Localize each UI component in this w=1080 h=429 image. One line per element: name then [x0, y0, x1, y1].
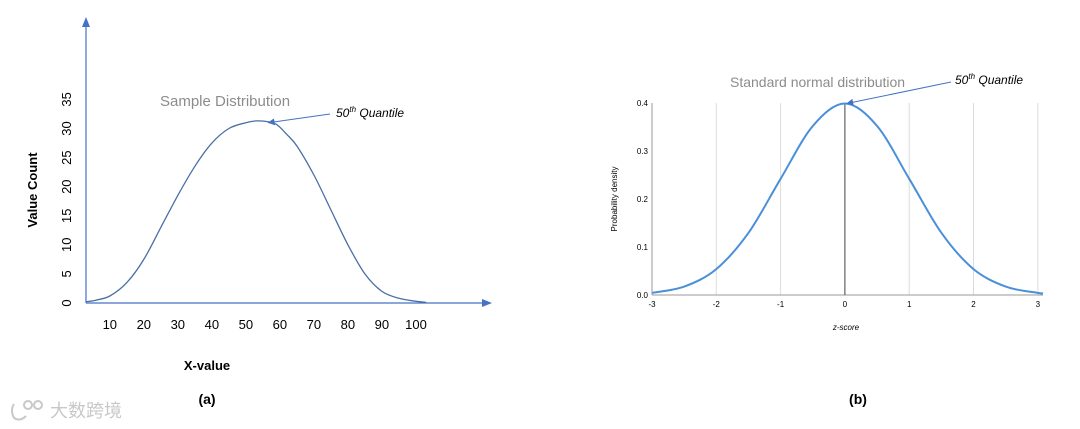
- chart-a-x-tick-0: 10: [103, 317, 117, 332]
- chart-a-y-tick-0: 0: [59, 299, 74, 306]
- chart-b-annotation-superscript: th: [968, 72, 975, 81]
- chart-a-x-label: X-value: [184, 358, 230, 373]
- chart-a-y-tick-5: 25: [59, 150, 74, 164]
- chart-b-annotation: 50th Quantile: [955, 72, 1023, 87]
- chart-a-y-tick-6: 30: [59, 121, 74, 135]
- chart-b-y-tick-2: 0.2: [637, 195, 649, 204]
- chart-a-annotation-arrow: [267, 113, 331, 126]
- chart-a-x-tick-8: 90: [375, 317, 389, 332]
- chart-a-x-ticks: 10 20 30 40 50 60 70 80 90 100: [103, 317, 427, 332]
- chart-a-x-tick-1: 20: [137, 317, 151, 332]
- watermark-logo-icon: 大数跨境: [11, 400, 122, 421]
- chart-b-x-tick-1: -2: [713, 300, 721, 309]
- chart-a-series-line: [85, 120, 427, 304]
- chart-a-x-tick-9: 100: [405, 317, 427, 332]
- chart-a-annotation-suffix: Quantile: [356, 106, 404, 120]
- chart-b-series-line: [651, 102, 1044, 295]
- chart-b-x-tick-6: 3: [1036, 300, 1041, 309]
- chart-a-title: Sample Distribution: [160, 93, 290, 110]
- chart-a-y-tick-4: 20: [59, 179, 74, 193]
- chart-a-y-ticks: 0 5 10 15 20 25 30 35: [59, 92, 74, 306]
- chart-a-y-tick-3: 15: [59, 209, 74, 223]
- chart-b-title: Standard normal distribution: [730, 74, 905, 90]
- chart-b-x-tick-4: 1: [907, 300, 912, 309]
- chart-b-x-ticks: -3 -2 -1 0 1 2 3: [648, 300, 1040, 309]
- chart-a-annotation-number: 50: [336, 106, 350, 120]
- chart-b-annotation-number: 50: [955, 73, 969, 87]
- chart-b-annotation-arrow: [846, 81, 952, 106]
- watermark-text: 大数跨境: [50, 401, 122, 421]
- chart-b-grid: [715, 103, 1039, 295]
- chart-a-panel-label: (a): [198, 391, 215, 407]
- chart-b-x-label: z-score: [832, 323, 860, 332]
- chart-b-y-label: Probability density: [610, 167, 619, 232]
- chart-a-x-tick-6: 70: [307, 317, 321, 332]
- chart-b-panel-label: (b): [849, 391, 867, 407]
- chart-a-annotation: 50th Quantile: [336, 105, 404, 120]
- chart-b-x-tick-0: -3: [648, 300, 656, 309]
- chart-b-y-tick-1: 0.1: [637, 243, 649, 252]
- chart-a-y-label: Value Count: [25, 152, 40, 228]
- chart-b-x-tick-2: -1: [777, 300, 785, 309]
- chart-b-y-tick-0: 0.0: [637, 291, 649, 300]
- chart-a-y-axis-arrow: [82, 17, 90, 27]
- chart-b-y-ticks: 0.0 0.1 0.2 0.3 0.4: [637, 99, 649, 300]
- chart-a-x-tick-4: 50: [239, 317, 253, 332]
- chart-a-y-tick-7: 35: [59, 92, 74, 106]
- chart-a-annotation-superscript: th: [349, 105, 356, 114]
- chart-b-y-tick-4: 0.4: [637, 99, 649, 108]
- chart-a-x-tick-5: 60: [273, 317, 287, 332]
- chart-a-x-tick-2: 30: [171, 317, 185, 332]
- chart-a-x-axis-arrow: [482, 299, 492, 307]
- watermark: 大数跨境: [8, 396, 148, 424]
- chart-b-y-tick-3: 0.3: [637, 147, 649, 156]
- chart-a-y-tick-1: 5: [59, 270, 74, 277]
- chart-a-y-tick-2: 10: [59, 238, 74, 252]
- chart-b-annotation-suffix: Quantile: [975, 73, 1023, 87]
- chart-b-x-tick-3: 0: [843, 300, 848, 309]
- chart-b-x-tick-5: 2: [971, 300, 976, 309]
- chart-b: 0.0 0.1 0.2 0.3 0.4 -3 -2 -1 0 1 2 3 Standard norm…: [610, 72, 1044, 407]
- chart-a-x-tick-3: 40: [205, 317, 219, 332]
- chart-a-x-tick-7: 80: [341, 317, 355, 332]
- chart-a: 0 5 10 15 20 25 30 35 10 20 30 40 50 60 70 80 90 100 Sam…: [25, 17, 492, 407]
